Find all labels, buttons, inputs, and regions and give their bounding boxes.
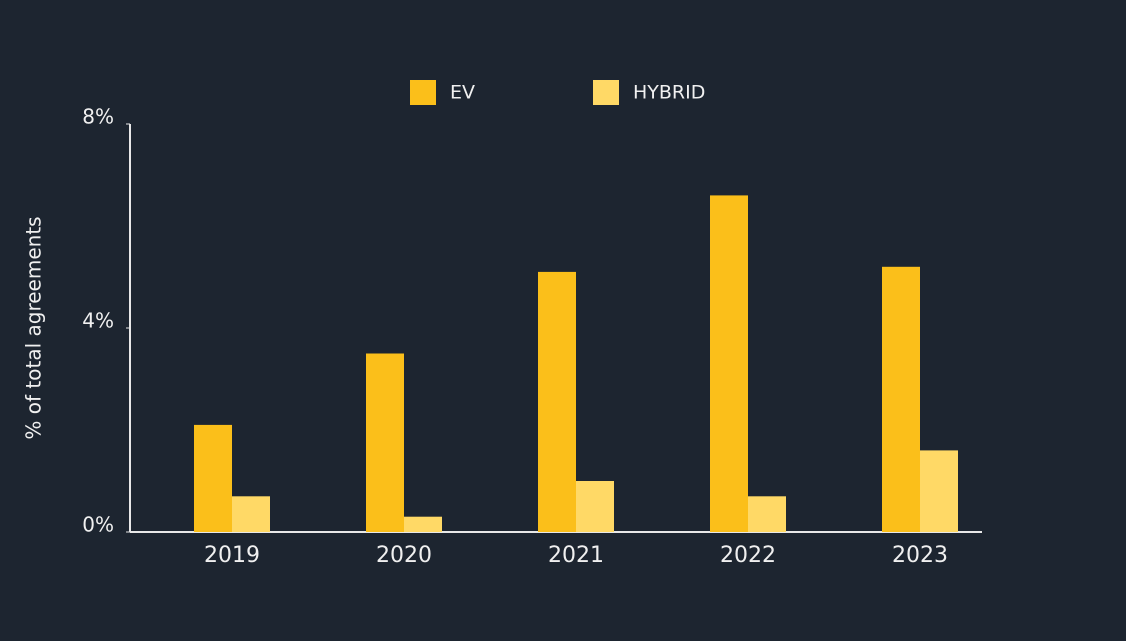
bar <box>404 516 442 532</box>
y-axis-label: % of total agreements <box>22 216 46 439</box>
x-tick-label: 2021 <box>548 543 604 568</box>
x-tick-label: 2019 <box>204 543 260 568</box>
x-tick-label: 2022 <box>720 543 776 568</box>
bar <box>710 195 748 532</box>
bar <box>538 271 576 532</box>
x-tick-label: 2023 <box>892 543 948 568</box>
bar <box>748 496 786 532</box>
y-tick-label: 8% <box>82 105 114 129</box>
legend-swatch <box>593 80 619 105</box>
legend-label: HYBRID <box>633 82 705 104</box>
bar <box>232 496 270 532</box>
y-tick-label: 0% <box>82 513 114 537</box>
bar <box>576 481 614 532</box>
bar <box>194 424 232 532</box>
y-tick-label: 4% <box>82 309 114 333</box>
x-tick-label: 2020 <box>376 543 432 568</box>
legend-label: EV <box>450 82 475 104</box>
bar <box>920 450 958 532</box>
bar <box>366 353 404 532</box>
legend-swatch <box>410 80 436 105</box>
bar <box>882 266 920 532</box>
